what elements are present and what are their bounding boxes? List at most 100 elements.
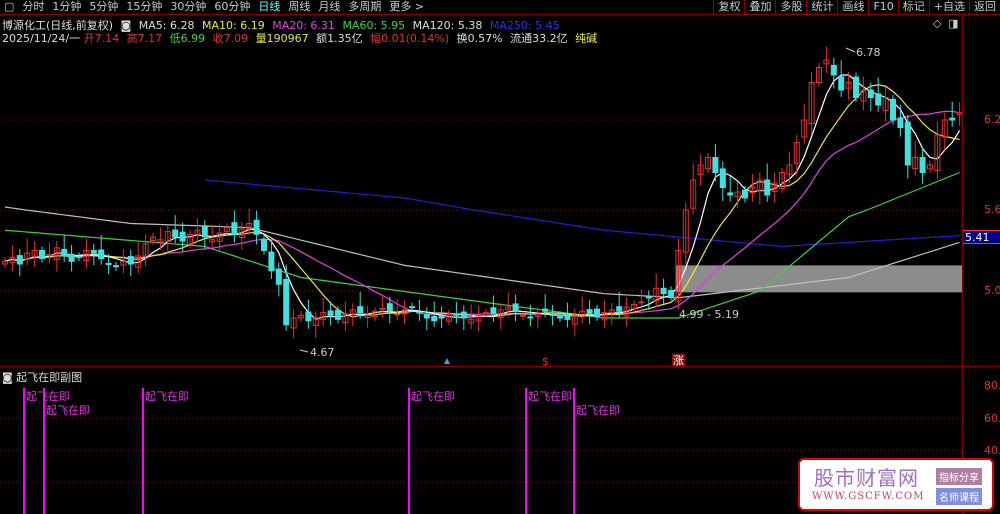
- candle-body: [867, 89, 874, 98]
- signal-label: 起飞在即: [46, 404, 90, 417]
- candle-body: [638, 301, 645, 304]
- candle-body: [719, 168, 726, 188]
- candle-body: [534, 313, 541, 317]
- period-tab[interactable]: 5分钟: [89, 0, 119, 13]
- candle-body: [416, 311, 423, 314]
- candle-body: [690, 179, 697, 209]
- candle-body: [61, 248, 68, 257]
- overlay-button[interactable]: 叠加: [744, 0, 775, 15]
- candle-body: [135, 255, 142, 268]
- back-button[interactable]: 返回: [969, 0, 1000, 15]
- period-tab[interactable]: 分时: [22, 0, 45, 13]
- period-tab[interactable]: 多周期: [348, 0, 382, 13]
- open: 开7.14: [83, 32, 120, 45]
- candle-body: [897, 117, 904, 128]
- signal-label: 起飞在即: [576, 404, 620, 417]
- dropdown-icon[interactable]: ◙: [120, 19, 132, 32]
- watermark-badge: 指标分享: [936, 468, 982, 485]
- candle-body: [31, 250, 38, 257]
- float-cap: 流通33.2亿: [510, 32, 568, 45]
- candle-body: [357, 306, 364, 314]
- watermark-url: WWW.GSCFW.COM: [812, 491, 925, 502]
- amount: 额1.35亿: [316, 32, 363, 45]
- candle-body: [372, 310, 378, 318]
- pane-divider[interactable]: [0, 366, 1000, 367]
- candle-body: [705, 157, 711, 170]
- candle-body: [653, 287, 660, 302]
- candle-body: [253, 219, 260, 235]
- candle-body: [682, 209, 689, 253]
- period-tab[interactable]: 60分钟: [214, 0, 251, 13]
- price-tick: 6.2: [984, 113, 1000, 126]
- current-ma-tag: 5.41: [963, 230, 1000, 244]
- concept[interactable]: 纯碱: [575, 32, 598, 45]
- add-watchlist-button[interactable]: +自选: [928, 0, 969, 15]
- candle-body: [483, 312, 489, 315]
- multi-stock-button[interactable]: 多股: [775, 0, 806, 15]
- candle-body: [838, 76, 845, 91]
- candle-body: [16, 255, 23, 265]
- stats-button[interactable]: 统计: [806, 0, 837, 15]
- quote-line: 2025/11/24/一 开7.14 高7.17 低6.99 收7.09 量19…: [2, 30, 601, 46]
- period-tab[interactable]: 周线: [288, 0, 311, 13]
- sub-tick: 80.0: [984, 379, 1000, 392]
- signal-label: 起飞在即: [145, 390, 189, 403]
- signal-s-icon: $: [542, 355, 549, 368]
- candle-body: [793, 142, 800, 164]
- candle-body: [105, 262, 112, 265]
- candle-body: [882, 97, 889, 111]
- price-tick: 5.6: [984, 203, 1000, 216]
- candle-body: [83, 250, 90, 261]
- candle-body: [46, 254, 53, 257]
- ma250-line: [204, 179, 960, 248]
- diamond-icon[interactable]: ◇: [933, 17, 942, 30]
- candle-body: [527, 316, 534, 319]
- candle-body: [734, 191, 741, 198]
- draw-button[interactable]: 画线: [837, 0, 868, 15]
- period-tab[interactable]: 30分钟: [170, 0, 207, 13]
- candle-body: [194, 229, 201, 235]
- candle-body: [579, 310, 586, 318]
- candle-body: [601, 312, 608, 321]
- candle-body: [890, 98, 896, 121]
- sub-chart-name: 起飞在即副图: [16, 371, 83, 384]
- candle-body: [39, 250, 45, 260]
- high: 高7.17: [126, 32, 163, 45]
- candle-body: [571, 314, 578, 325]
- period-tab[interactable]: 15分钟: [126, 0, 163, 13]
- candle-body: [660, 287, 667, 295]
- candle-body: [779, 172, 785, 189]
- period-tab[interactable]: 1分钟: [52, 0, 82, 13]
- signal-bar: [573, 388, 575, 514]
- f10-button[interactable]: F10: [868, 0, 897, 15]
- candle-body: [113, 265, 119, 268]
- watermark-name: 股市财富网: [814, 466, 919, 490]
- adjust-button[interactable]: 复权: [713, 0, 744, 15]
- signal-label: 起飞在即: [528, 390, 572, 403]
- signal-bar: [525, 388, 527, 514]
- dropdown-icon[interactable]: ◙: [2, 371, 17, 384]
- candle-body: [431, 315, 438, 322]
- candle-body: [801, 119, 808, 138]
- period-tab[interactable]: 月线: [318, 0, 341, 13]
- sub-chart-title[interactable]: ◙ 起飞在即副图: [2, 369, 82, 385]
- panel-toggle-icon[interactable]: ◨: [948, 17, 959, 30]
- candle-body: [164, 231, 171, 242]
- more-button[interactable]: 更多 >: [389, 0, 425, 13]
- candle-body: [608, 309, 615, 314]
- signal-label: 起飞在即: [26, 390, 70, 403]
- candle-body: [616, 306, 623, 312]
- layout-icon[interactable]: ▢: [4, 0, 15, 13]
- candle-body: [342, 313, 349, 324]
- candle-body: [816, 67, 822, 83]
- period-tab-daily[interactable]: 日线: [258, 0, 281, 13]
- mark-button[interactable]: 标记: [897, 0, 929, 15]
- watermark: 股市财富网 WWW.GSCFW.COM 指标分享 名师课程: [798, 458, 994, 511]
- date: 2025/11/24/一: [2, 32, 81, 45]
- candle-body: [875, 93, 882, 106]
- price-zone: [676, 265, 962, 293]
- candle-body: [934, 134, 941, 171]
- candle-body: [68, 253, 75, 262]
- candle-body: [216, 232, 223, 242]
